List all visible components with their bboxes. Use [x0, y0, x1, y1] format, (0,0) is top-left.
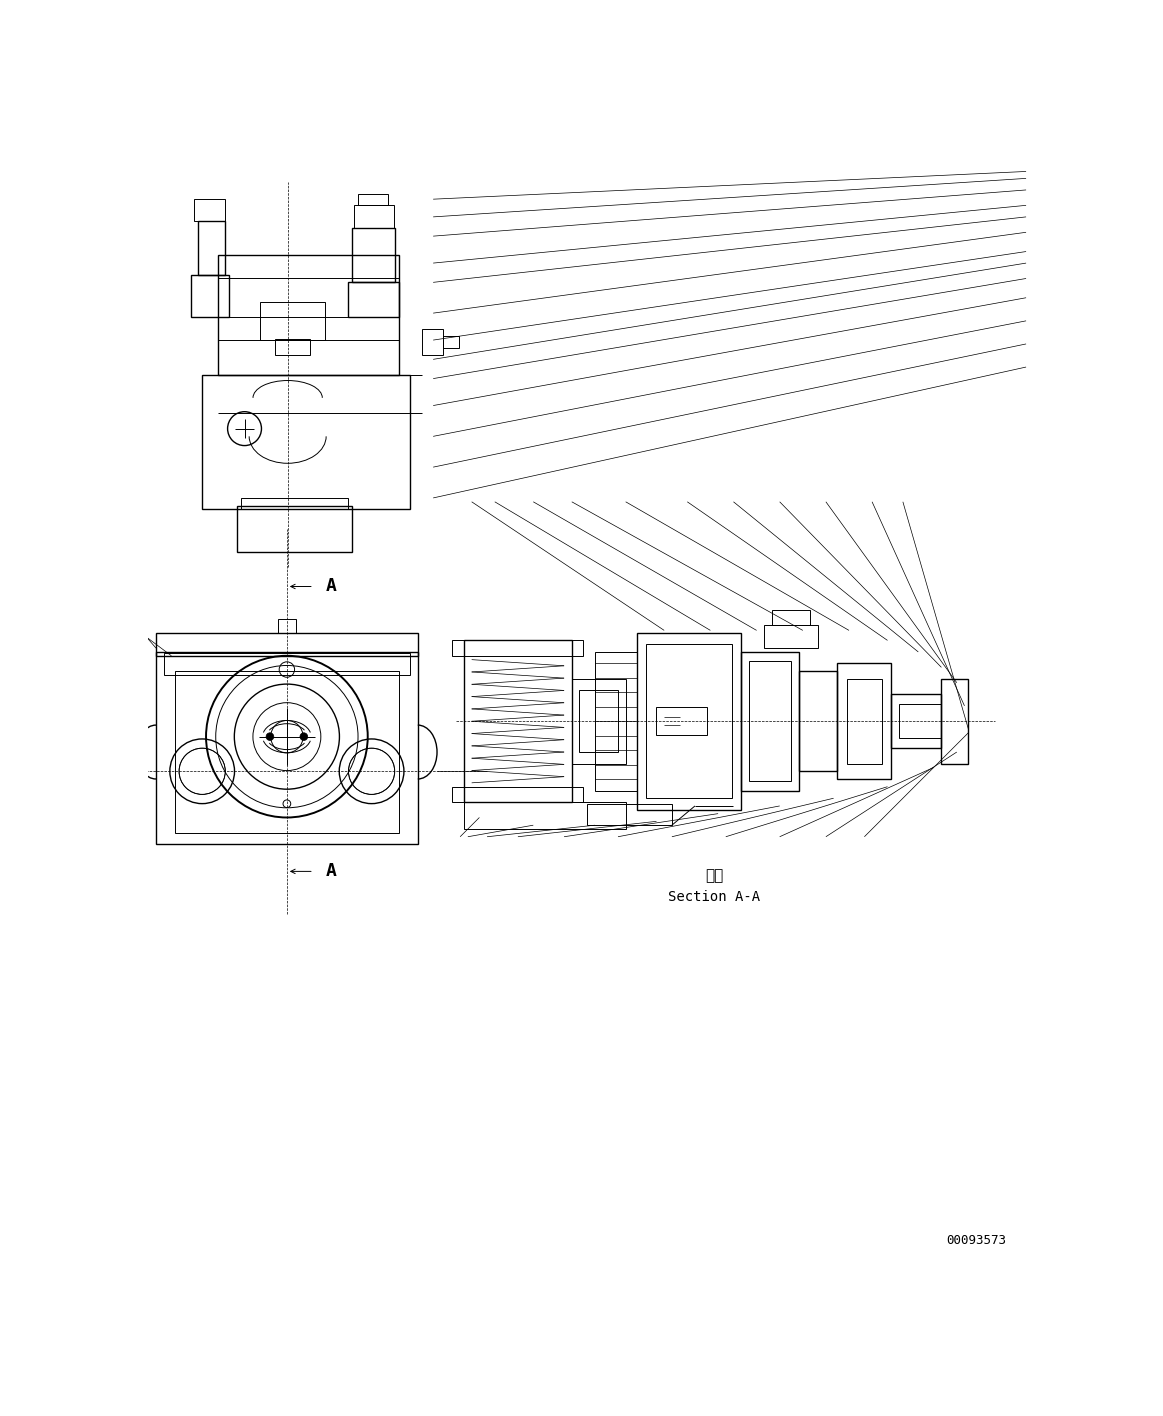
Bar — [891, 694, 941, 748]
Text: 00093573: 00093573 — [946, 1235, 1006, 1247]
Bar — [199, 221, 226, 275]
Bar — [749, 661, 791, 782]
Bar — [176, 671, 399, 833]
Circle shape — [300, 733, 308, 741]
Bar — [164, 653, 411, 675]
Bar — [443, 336, 458, 348]
Bar — [452, 787, 584, 801]
Bar — [464, 640, 572, 801]
Bar — [464, 801, 626, 828]
Text: 断面: 断面 — [705, 868, 723, 882]
Bar — [764, 624, 819, 649]
Bar — [217, 255, 399, 375]
Text: A: A — [326, 862, 336, 881]
Bar — [422, 329, 443, 355]
Bar — [156, 651, 418, 844]
Bar — [656, 708, 707, 735]
Bar — [202, 375, 411, 510]
Bar — [261, 302, 326, 340]
Bar — [156, 633, 418, 656]
Bar — [452, 640, 584, 656]
Bar — [799, 671, 837, 772]
Bar — [237, 506, 352, 552]
Text: Section A-A: Section A-A — [669, 889, 761, 903]
Bar — [276, 338, 311, 355]
Bar — [772, 610, 811, 624]
Bar — [241, 498, 349, 510]
Bar — [354, 205, 394, 228]
Bar — [349, 282, 399, 317]
Bar — [358, 194, 387, 205]
Bar — [191, 275, 229, 317]
Bar — [741, 651, 799, 790]
Bar — [647, 644, 732, 799]
Circle shape — [266, 733, 273, 741]
Bar — [837, 664, 891, 779]
Bar — [194, 200, 226, 221]
Bar — [579, 691, 618, 752]
Bar — [352, 228, 394, 282]
Bar — [941, 678, 969, 763]
Bar — [899, 704, 941, 738]
Bar — [637, 633, 741, 810]
Text: A: A — [326, 578, 336, 596]
Bar — [847, 678, 882, 763]
Bar — [278, 619, 297, 633]
Bar — [572, 678, 626, 763]
Bar — [587, 804, 672, 826]
Bar — [595, 651, 637, 790]
